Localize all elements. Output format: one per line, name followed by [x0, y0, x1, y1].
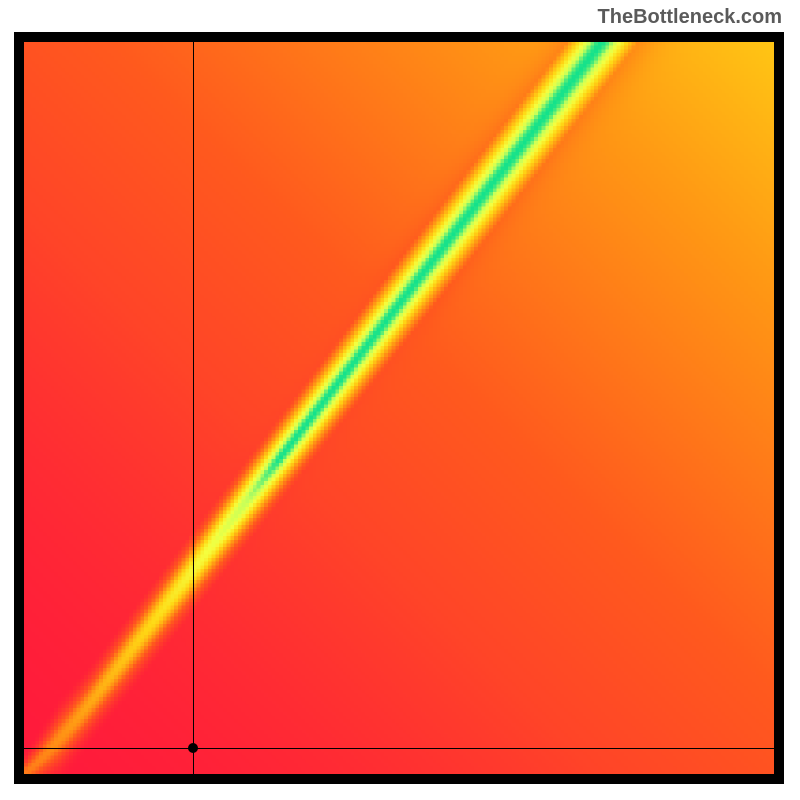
plot-area: [14, 32, 784, 784]
crosshair-horizontal: [24, 748, 774, 749]
attribution-text: TheBottleneck.com: [598, 6, 782, 29]
crosshair-vertical: [193, 42, 194, 774]
heatmap-canvas: [24, 42, 774, 774]
chart-container: TheBottleneck.com: [0, 0, 800, 800]
